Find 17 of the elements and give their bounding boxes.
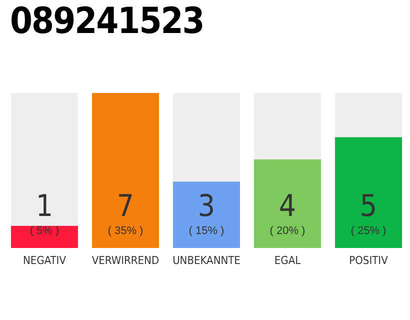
data-label: 3: [198, 189, 216, 224]
x-tick-label: NEGATIV: [23, 254, 66, 267]
x-tick-label: EGAL: [274, 254, 302, 267]
x-tick-label: POSITIV: [349, 254, 388, 267]
annotation: ( 5% ): [30, 225, 60, 237]
bar: [11, 226, 78, 248]
annotation: ( 25% ): [350, 225, 386, 237]
annotation: ( 15% ): [188, 225, 224, 237]
annotation: ( 20% ): [270, 225, 306, 237]
data-label: 4: [278, 189, 296, 224]
chart-title: 089241523: [10, 0, 205, 44]
data-label: 1: [36, 189, 54, 224]
x-tick-label: VERWIRREND: [92, 254, 160, 267]
data-label: 5: [360, 189, 378, 224]
x-tick-label: UNBEKANNTE: [172, 254, 240, 267]
annotation: ( 35% ): [108, 225, 144, 237]
data-label: 7: [116, 189, 134, 224]
